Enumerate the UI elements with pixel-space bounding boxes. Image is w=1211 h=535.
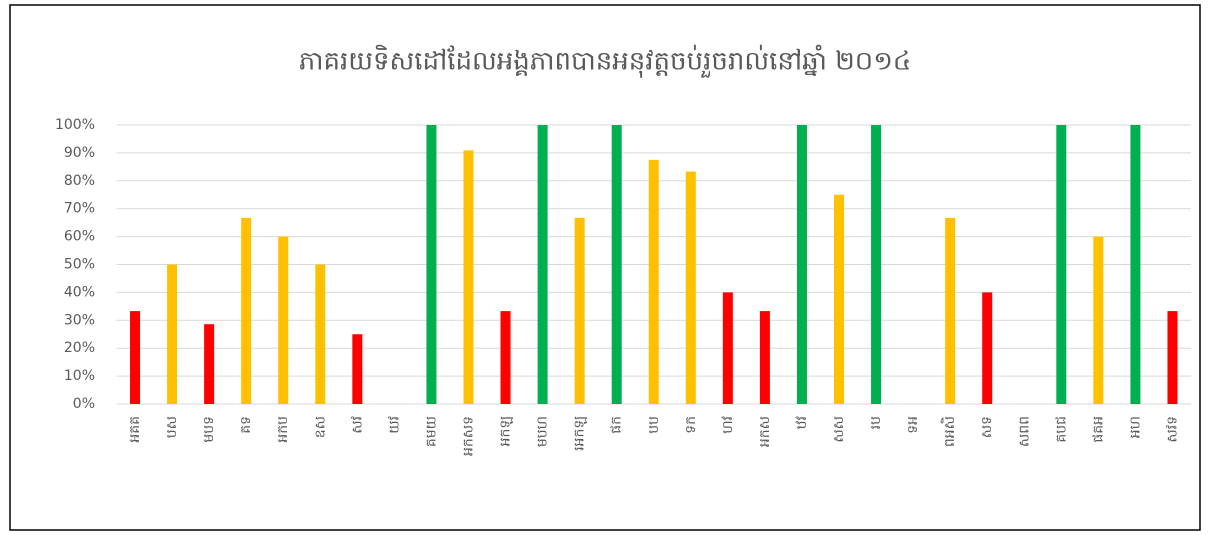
bar [871,125,882,404]
x-tick-label: ឧស [312,416,328,438]
bar [648,159,659,404]
bar [796,125,807,404]
bar [759,311,770,404]
x-tick-label: សវទ [1164,416,1180,443]
bar [241,217,252,404]
x-tick-label: ផគអ [1090,416,1106,443]
chart-title: ភាគរយទិសដៅដែលអង្គភាពបានអនុវត្តចប់រួចរាល់… [299,45,912,79]
bar [130,311,141,404]
bar [537,125,548,404]
bar [352,334,363,404]
y-tick-label: 70% [64,201,95,217]
x-tick-label: សពព [1016,416,1032,447]
y-tick-label: 100% [55,117,95,133]
x-tick-label: ឋវ [794,415,810,429]
x-tick-label: សវ [349,415,365,433]
bar [500,311,511,404]
x-tick-label: សទ [979,416,995,438]
x-tick-label: សស [831,416,847,443]
x-tick-label: ទក [683,416,699,434]
x-tick-label: អកសទ [460,416,476,456]
x-tick-label: គបជ [1053,416,1069,443]
bar [426,125,437,404]
x-tick-label: ពអសិ [940,416,958,447]
x-tick-label: រប [868,416,884,429]
x-tick-label: អហ [1127,416,1143,438]
y-tick-label: 40% [64,284,95,300]
x-tick-label: បស [164,416,180,438]
y-tick-label: 60% [64,229,95,245]
bar [834,194,845,404]
bar [685,171,696,404]
bar [463,150,474,404]
x-tick-label: ហវ [720,415,736,433]
bar [278,236,289,404]
x-tick-label: ផក [609,416,625,434]
x-tick-label: គទ [238,416,254,434]
bar [204,324,215,404]
x-tick-label: ទអ [905,416,921,434]
x-tick-label: មបហ [535,416,551,447]
x-tick-label: អកស [757,416,773,447]
bar [315,264,326,404]
x-tick-label: រអកឡ [572,416,588,451]
x-tick-label: បប [646,416,662,434]
bar [1093,236,1104,404]
x-tick-label: អកប [275,416,291,443]
y-tick-label: 80% [64,173,95,189]
bar [945,217,956,404]
y-tick-label: 90% [64,145,95,161]
bar [611,125,622,404]
bar [722,292,733,404]
y-tick-label: 10% [64,368,95,384]
y-tick-label: 0% [73,396,95,412]
bar [1130,125,1141,404]
chart-frame [9,4,1201,531]
y-tick-label: 50% [64,257,95,273]
x-tick-label: មបទ [201,416,217,443]
bar [982,292,993,404]
bar [167,264,178,404]
y-tick-label: 20% [64,340,95,356]
x-tick-label: អគគ [127,416,143,443]
y-tick-label: 30% [64,312,95,328]
bar [1056,125,1067,404]
x-tick-label: អកឡ [498,416,514,446]
x-tick-label: គមយ [423,416,439,447]
bar [1167,311,1178,404]
x-tick-label: យវ [386,415,402,433]
bar [574,217,585,404]
